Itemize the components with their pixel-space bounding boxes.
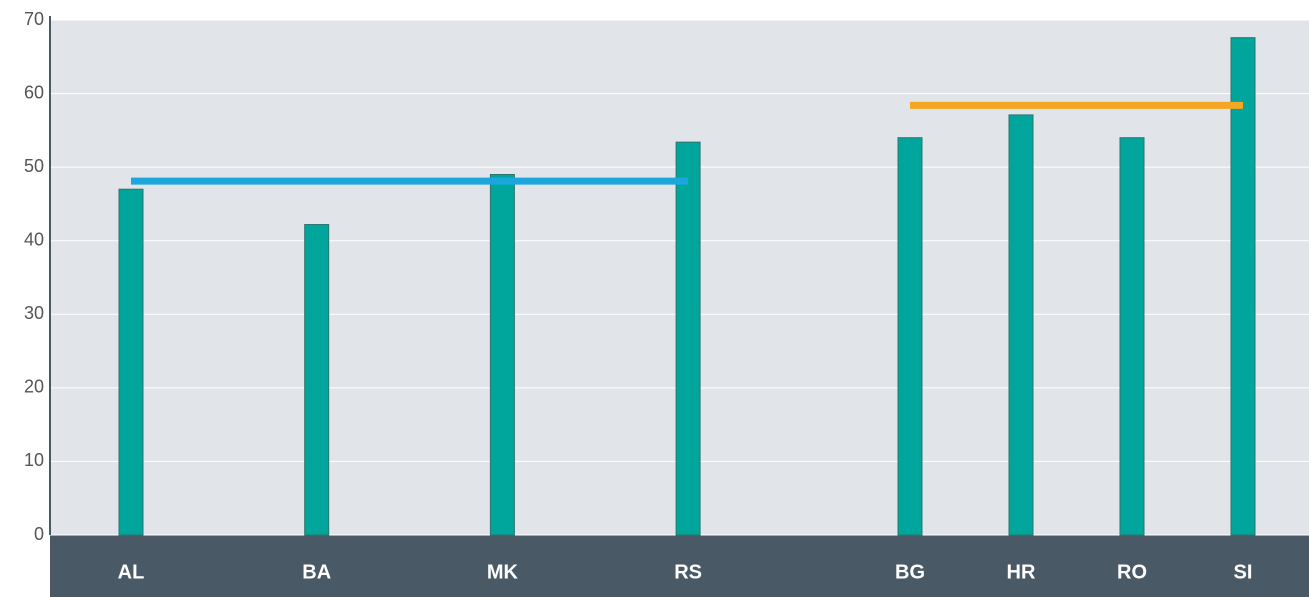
y-tick-label: 10 [24, 450, 44, 470]
bar [1230, 37, 1256, 536]
category-band [50, 535, 1309, 597]
bar [304, 224, 330, 536]
x-tick-label: RS [674, 561, 702, 583]
x-tick-label: HR [1007, 561, 1036, 583]
y-tick-label: 20 [24, 377, 44, 397]
y-tick-label: 40 [24, 229, 44, 249]
x-tick-label: BA [302, 561, 331, 583]
bar [897, 137, 923, 536]
bar [1008, 114, 1034, 536]
y-tick-label: 30 [24, 303, 44, 323]
y-tick-label: 0 [34, 524, 44, 544]
x-tick-label: BG [895, 561, 925, 583]
bar [1119, 137, 1145, 536]
bar [118, 188, 144, 536]
bar [675, 141, 701, 536]
x-tick-label: SI [1234, 561, 1253, 583]
y-tick-label: 70 [24, 9, 44, 29]
bar [489, 174, 515, 536]
y-tick-label: 50 [24, 156, 44, 176]
y-tick-label: 60 [24, 82, 44, 102]
x-tick-label: MK [487, 561, 519, 583]
x-tick-label: RO [1117, 561, 1147, 583]
x-tick-label: AL [118, 561, 145, 583]
